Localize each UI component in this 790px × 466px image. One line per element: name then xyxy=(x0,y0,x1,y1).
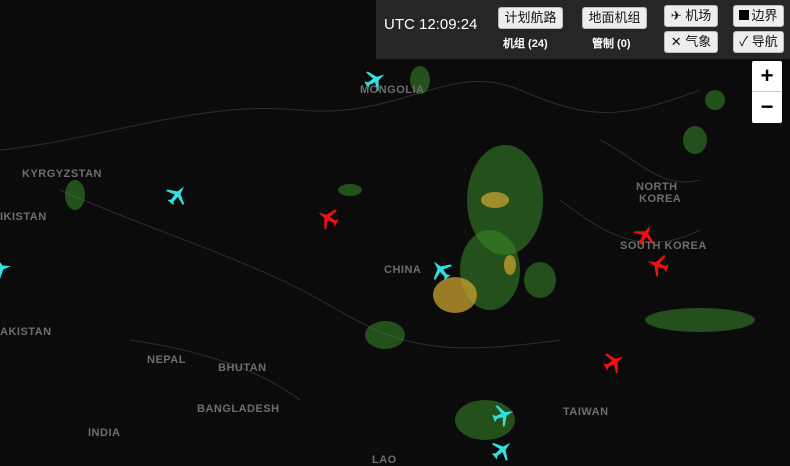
zoom-control: + − xyxy=(752,61,782,123)
zoom-out-button[interactable]: − xyxy=(760,94,774,119)
aircraft-icon[interactable] xyxy=(487,435,517,465)
ground-crew-button[interactable]: 地面机组 xyxy=(582,7,647,29)
aircraft-icon[interactable] xyxy=(644,251,671,279)
crew-count: 机组 (24) xyxy=(503,38,548,50)
control-count: 管制 (0) xyxy=(592,38,631,50)
radar-echo xyxy=(524,262,556,298)
weather-toggle[interactable]: ✕ 气象 xyxy=(664,31,718,53)
aircraft-icon[interactable] xyxy=(490,401,517,429)
navigation-toggle[interactable]: ✓ 导航 xyxy=(733,31,784,53)
planned-route-button[interactable]: 计划航路 xyxy=(498,7,563,29)
aircraft-icon[interactable] xyxy=(630,220,660,249)
map-label: AKISTAN xyxy=(0,326,52,338)
airports-toggle[interactable]: ✈ 机场 xyxy=(664,5,718,27)
map-label: BANGLADESH xyxy=(197,403,280,415)
radar-echo xyxy=(645,308,755,332)
map-label: BHUTAN xyxy=(218,362,267,374)
radar-echo xyxy=(683,126,707,154)
aircraft-icon[interactable] xyxy=(426,255,456,285)
map-label: CHINA xyxy=(384,264,422,276)
utc-clock: UTC 12:09:24 xyxy=(384,16,478,33)
radar-echo xyxy=(338,184,362,196)
radar-echo xyxy=(433,277,477,313)
radar-echo xyxy=(481,192,509,208)
map-label: NEPAL xyxy=(147,354,186,366)
map-label: SOUTH KOREA xyxy=(620,240,707,252)
radar-echo xyxy=(365,321,405,349)
map-label: MONGOLIA xyxy=(360,84,425,96)
aircraft-icon[interactable] xyxy=(361,65,390,95)
map-label: IKISTAN xyxy=(0,211,47,223)
radar-echo xyxy=(65,180,85,210)
map-label: LAO xyxy=(372,454,397,466)
control-panel: UTC 12:09:24 计划航路 机组 (24) 地面机组 管制 (0) ✈ … xyxy=(376,0,790,59)
map-label: NORTH xyxy=(636,181,678,193)
map-label: KYRGYZSTAN xyxy=(22,168,102,180)
radar-echo xyxy=(410,66,430,94)
radar-echo xyxy=(705,90,725,110)
map-label: INDIA xyxy=(88,427,121,439)
aircraft-icon[interactable] xyxy=(162,180,192,210)
borders-label: 边界 xyxy=(751,8,778,23)
border-icon xyxy=(739,10,750,20)
map-label: TAIWAN xyxy=(563,406,609,418)
borders-toggle[interactable]: 边界 xyxy=(733,5,784,27)
zoom-in-button[interactable]: + xyxy=(752,61,782,92)
radar-echo xyxy=(504,255,516,275)
radar-echo xyxy=(455,400,515,440)
aircraft-icon[interactable] xyxy=(600,347,629,377)
aircraft-icon[interactable] xyxy=(313,203,342,233)
map-label: KOREA xyxy=(639,193,682,205)
aircraft-icon[interactable] xyxy=(0,255,13,280)
